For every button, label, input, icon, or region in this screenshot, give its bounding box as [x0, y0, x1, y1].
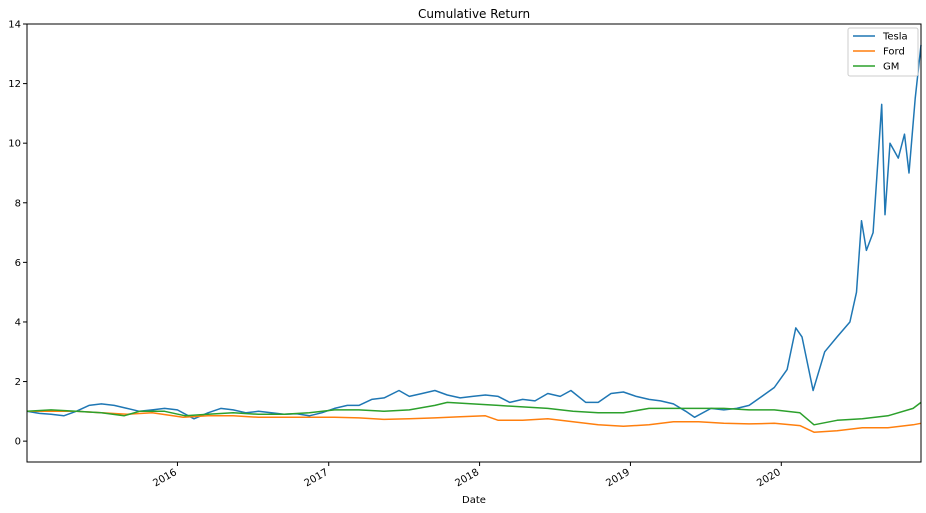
y-tick-label: 10 [8, 139, 21, 150]
chart-title: Cumulative Return [418, 7, 530, 21]
plot-frame [26, 23, 922, 463]
legend-label-tesla: Tesla [882, 32, 908, 43]
x-tick-label: 2016 [151, 467, 179, 489]
y-tick-label: 12 [8, 79, 21, 90]
y-axis: 0 2 4 6 8 10 12 14 [8, 20, 27, 448]
x-tick-label: 2017 [303, 467, 331, 489]
y-tick-label: 6 [15, 258, 21, 269]
x-tick-label: 2019 [604, 467, 632, 489]
plot-area [26, 23, 922, 463]
x-tick-label: 2018 [454, 467, 482, 489]
y-tick-label: 14 [8, 20, 21, 31]
y-tick-label: 8 [15, 198, 21, 209]
x-axis-label: Date [462, 495, 486, 506]
y-tick-label: 2 [15, 377, 21, 388]
series-line-gm [26, 401, 922, 426]
series-line-ford [27, 410, 922, 433]
legend-label-ford: Ford [883, 47, 905, 58]
x-tick-label: 2020 [755, 467, 783, 489]
series-line-tesla [26, 44, 922, 420]
legend-box [847, 27, 919, 77]
legend: Tesla Ford GM [847, 27, 919, 77]
x-axis: 2016 2017 2018 2019 2020 [151, 462, 783, 489]
y-tick-label: 4 [15, 317, 21, 328]
y-tick-label: 0 [15, 437, 21, 448]
legend-label-gm: GM [883, 62, 899, 73]
series-layer [26, 44, 922, 433]
